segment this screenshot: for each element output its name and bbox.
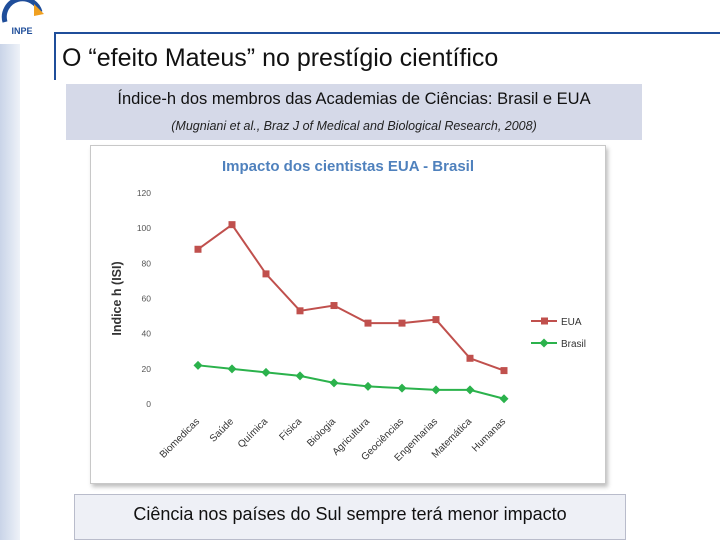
series-line-eua bbox=[197, 223, 505, 372]
data-point-brasil bbox=[295, 371, 305, 381]
y-axis-label: Indice h (ISI) bbox=[110, 261, 124, 335]
x-tick-label: Humanas bbox=[470, 416, 508, 454]
legend-label-brasil: Brasil bbox=[561, 339, 586, 350]
x-tick-label: Química bbox=[236, 416, 270, 450]
series-line-brasil bbox=[197, 364, 505, 400]
title-rule-vertical bbox=[54, 32, 56, 80]
legend-marker-eua bbox=[541, 317, 548, 325]
x-tick-label: Física bbox=[277, 416, 304, 443]
slide-title: O “efeito Mateus” no prestígio científic… bbox=[62, 44, 499, 72]
data-point-brasil bbox=[465, 385, 475, 395]
conclusion-box: Ciência nos países do Sul sempre terá me… bbox=[74, 494, 626, 540]
y-tick-label: 20 bbox=[142, 364, 152, 374]
data-point-eua bbox=[432, 316, 440, 324]
chart-title: Impacto dos cientistas EUA - Brasil bbox=[222, 158, 474, 175]
data-point-brasil bbox=[193, 360, 203, 370]
x-tick-label: Biomedicas bbox=[158, 416, 202, 460]
inpe-logo: INPE bbox=[1, 0, 44, 36]
data-point-brasil bbox=[363, 381, 373, 391]
data-point-eua bbox=[500, 367, 508, 375]
subtitle: Índice-h dos membros das Academias de Ci… bbox=[117, 90, 591, 108]
line-chart: Impacto dos cientistas EUA - Brasil Indic… bbox=[110, 158, 586, 464]
logo-text: INPE bbox=[11, 26, 32, 36]
data-point-eua bbox=[398, 319, 406, 327]
subtitle-box: Índice-h dos membros das Academias de Ci… bbox=[66, 84, 642, 140]
data-point-brasil bbox=[261, 367, 271, 377]
left-decor-bar bbox=[0, 44, 20, 540]
legend-marker-brasil bbox=[539, 338, 549, 348]
conclusion-text: Ciência nos países do Sul sempre terá me… bbox=[133, 504, 567, 524]
y-tick-label: 0 bbox=[146, 399, 151, 409]
y-tick-label: 120 bbox=[137, 188, 151, 198]
data-point-eua bbox=[262, 270, 270, 278]
data-point-brasil bbox=[499, 394, 509, 404]
y-tick-label: 40 bbox=[142, 329, 152, 339]
data-point-eua bbox=[296, 307, 304, 315]
y-tick-label: 80 bbox=[142, 258, 152, 268]
y-tick-label: 100 bbox=[137, 223, 151, 233]
legend-label-eua: EUA bbox=[561, 317, 582, 328]
x-tick-label: Biologia bbox=[305, 416, 338, 449]
title-rule-horizontal bbox=[54, 32, 720, 34]
x-tick-label: Saúde bbox=[208, 416, 237, 445]
logo-arc bbox=[1, 0, 43, 23]
logo-arrow bbox=[34, 4, 44, 16]
data-point-eua bbox=[466, 354, 474, 362]
data-point-eua bbox=[330, 302, 338, 310]
data-point-eua bbox=[228, 221, 236, 229]
y-tick-label: 60 bbox=[142, 294, 152, 304]
data-point-eua bbox=[194, 245, 202, 253]
data-point-brasil bbox=[431, 385, 441, 395]
citation: (Mugniani et al., Braz J of Medical and … bbox=[171, 119, 537, 133]
chart-frame: Impacto dos cientistas EUA - Brasil Indic… bbox=[90, 145, 606, 484]
data-point-brasil bbox=[227, 364, 237, 374]
data-point-brasil bbox=[397, 383, 407, 393]
data-point-brasil bbox=[329, 378, 339, 388]
data-point-eua bbox=[364, 319, 372, 327]
